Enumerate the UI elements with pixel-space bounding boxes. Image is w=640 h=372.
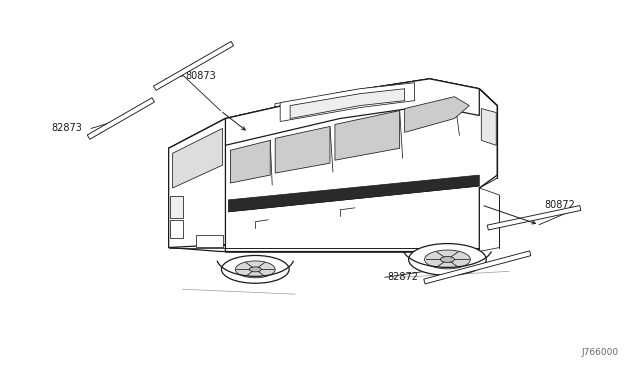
- Bar: [170, 220, 182, 238]
- Ellipse shape: [236, 261, 275, 278]
- Text: 80872: 80872: [544, 200, 575, 210]
- Polygon shape: [154, 41, 234, 90]
- Polygon shape: [290, 89, 404, 119]
- Ellipse shape: [424, 250, 470, 269]
- Polygon shape: [87, 98, 154, 139]
- Polygon shape: [481, 109, 496, 145]
- Polygon shape: [280, 83, 415, 122]
- Polygon shape: [487, 206, 581, 230]
- Polygon shape: [225, 79, 479, 145]
- Ellipse shape: [250, 267, 261, 272]
- Text: 80873: 80873: [186, 71, 216, 81]
- Text: 82873: 82873: [51, 124, 82, 134]
- Polygon shape: [173, 128, 223, 188]
- Polygon shape: [228, 175, 479, 212]
- Polygon shape: [335, 110, 399, 160]
- Ellipse shape: [408, 244, 486, 275]
- Polygon shape: [230, 140, 270, 183]
- Polygon shape: [404, 97, 469, 132]
- Polygon shape: [225, 79, 497, 251]
- Ellipse shape: [221, 256, 289, 283]
- Bar: [196, 235, 223, 247]
- Bar: [170, 196, 182, 218]
- Text: 82872: 82872: [388, 272, 419, 282]
- Text: J766000: J766000: [582, 348, 619, 357]
- Polygon shape: [275, 126, 330, 173]
- Polygon shape: [169, 79, 497, 251]
- Polygon shape: [169, 119, 225, 247]
- Ellipse shape: [440, 256, 454, 262]
- Polygon shape: [424, 251, 531, 284]
